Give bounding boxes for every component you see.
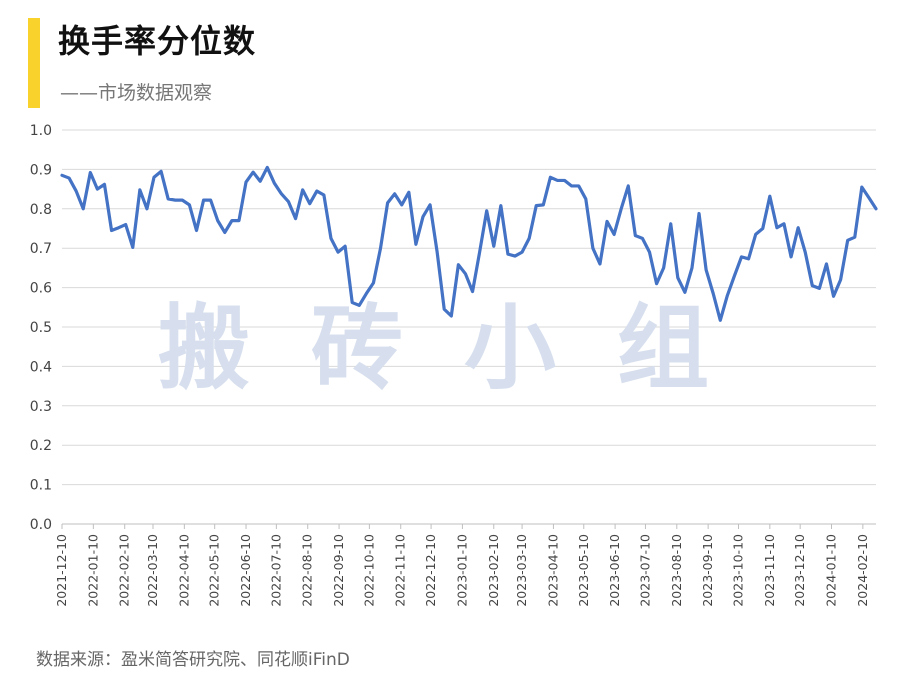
watermark-char: 小: [464, 295, 556, 402]
x-tick-label: 2023-05-10: [576, 534, 591, 607]
x-tick-label: 2022-07-10: [268, 534, 283, 607]
x-tick-label: 2023-12-10: [792, 534, 807, 607]
y-tick-label: 0.7: [30, 241, 52, 257]
series-group: [60, 165, 878, 322]
chart-subtitle: ——市场数据观察: [60, 82, 213, 104]
x-tick-label: 2024-01-10: [824, 534, 839, 607]
x-tick-label: 2023-04-10: [545, 534, 560, 607]
watermark-char: 砖: [311, 295, 403, 402]
x-tick-label: 2023-08-10: [669, 534, 684, 607]
x-tick-label: 2023-06-10: [607, 534, 622, 607]
y-axis-tick-labels: 0.0 0.1 0.2 0.3 0.4 0.5 0.6 0.7 0.8 0.9 1.0: [30, 123, 52, 533]
x-tick-label: 2022-01-10: [85, 534, 100, 607]
x-tick-label: 2023-11-10: [762, 534, 777, 607]
watermark-char: 搬: [158, 295, 250, 402]
y-tick-label: 0.0: [30, 517, 52, 533]
y-tick-label: 0.2: [30, 438, 52, 454]
y-tick-label: 0.8: [30, 202, 52, 218]
x-tick-label: 2023-09-10: [700, 534, 715, 607]
x-tick-label: 2023-02-10: [486, 534, 501, 607]
x-tick-label: 2021-12-10: [54, 534, 69, 607]
y-tick-label: 0.5: [30, 320, 52, 336]
x-tick-label: 2022-03-10: [145, 534, 160, 607]
y-tick-label: 1.0: [30, 123, 52, 139]
gridlines: [62, 129, 876, 525]
title-accent-bar: [28, 18, 40, 108]
x-tick-label: 2023-03-10: [514, 534, 529, 607]
x-tick-label: 2022-04-10: [176, 534, 191, 607]
x-tick-label: 2022-02-10: [117, 534, 132, 607]
x-tick-label: 2023-01-10: [454, 534, 469, 607]
y-tick-label: 0.6: [30, 281, 52, 297]
y-tick-label: 0.1: [30, 478, 52, 494]
series-line: [60, 165, 878, 322]
watermark: 搬砖小组: [158, 295, 709, 402]
x-tick-label: 2022-12-10: [423, 534, 438, 607]
chart-title: 换手率分位数: [58, 22, 257, 60]
data-source-note: 数据来源：盈米简答研究院、同花顺iFinD: [36, 650, 350, 670]
x-tick-label: 2022-08-10: [300, 534, 315, 607]
x-tick-label: 2022-06-10: [238, 534, 253, 607]
y-tick-label: 0.9: [30, 162, 52, 178]
watermark-char: 组: [617, 295, 709, 402]
x-tick-label: 2022-10-10: [361, 534, 376, 607]
x-tick-label: 2023-10-10: [730, 534, 745, 607]
x-tick-label: 2022-05-10: [207, 534, 222, 607]
x-tick-label: 2023-07-10: [637, 534, 652, 607]
x-tick-label: 2022-11-10: [393, 534, 408, 607]
y-tick-label: 0.4: [30, 359, 52, 375]
y-tick-label: 0.3: [30, 399, 52, 415]
x-axis: 2021-12-10 2022-01-10 2022-02-10 2022-03-10…: [54, 524, 870, 607]
x-tick-label: 2022-09-10: [331, 534, 346, 607]
x-tick-label: 2024-02-10: [855, 534, 870, 607]
